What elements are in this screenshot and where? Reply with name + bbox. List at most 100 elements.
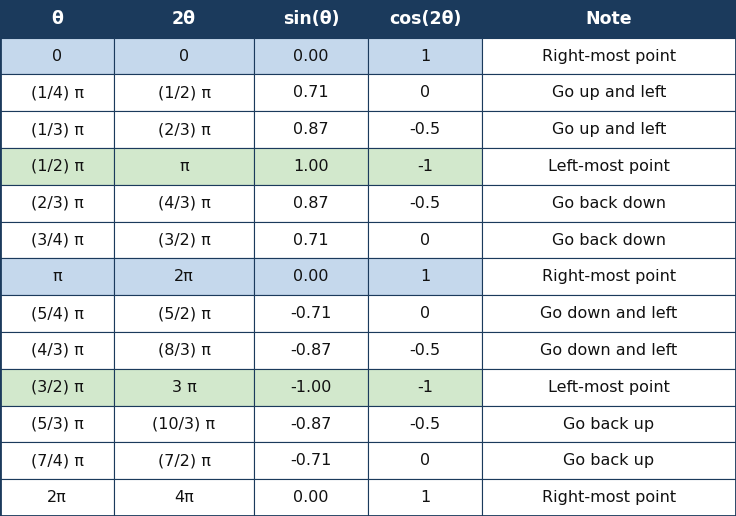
Bar — [368, 0, 482, 38]
Text: 0: 0 — [420, 233, 430, 248]
Bar — [254, 222, 368, 259]
Bar — [0, 0, 114, 38]
Bar — [368, 406, 482, 442]
Text: -0.71: -0.71 — [290, 454, 332, 469]
Bar — [368, 148, 482, 185]
Text: 2π: 2π — [47, 490, 67, 505]
Text: 0.71: 0.71 — [293, 85, 329, 100]
Bar — [254, 74, 368, 111]
Text: (5/3) π: (5/3) π — [31, 416, 83, 431]
Text: π: π — [179, 159, 189, 174]
Bar — [482, 222, 736, 259]
Text: 4π: 4π — [174, 490, 194, 505]
Bar — [482, 148, 736, 185]
Bar — [368, 38, 482, 74]
Text: -0.5: -0.5 — [409, 196, 441, 211]
Bar — [482, 369, 736, 406]
Bar — [114, 74, 254, 111]
Bar — [254, 332, 368, 369]
Text: 3 π: 3 π — [171, 380, 197, 395]
Text: 0.00: 0.00 — [293, 49, 329, 63]
Text: Go down and left: Go down and left — [540, 306, 678, 321]
Text: Go back down: Go back down — [552, 196, 666, 211]
Bar — [114, 295, 254, 332]
Text: (7/4) π: (7/4) π — [31, 454, 83, 469]
Text: Go up and left: Go up and left — [552, 122, 666, 137]
Text: Right-most point: Right-most point — [542, 269, 676, 284]
Bar — [114, 111, 254, 148]
Text: (7/2) π: (7/2) π — [158, 454, 210, 469]
Bar — [482, 0, 736, 38]
Text: (5/4) π: (5/4) π — [31, 306, 83, 321]
Bar — [368, 185, 482, 222]
Bar — [368, 222, 482, 259]
Text: 0: 0 — [179, 49, 189, 63]
Text: Note: Note — [586, 10, 632, 28]
Bar — [368, 259, 482, 295]
Bar — [0, 442, 114, 479]
Text: 0.71: 0.71 — [293, 233, 329, 248]
Text: (1/2) π: (1/2) π — [30, 159, 84, 174]
Text: -0.87: -0.87 — [290, 416, 332, 431]
Bar — [254, 38, 368, 74]
Bar — [254, 111, 368, 148]
Text: Left-most point: Left-most point — [548, 380, 670, 395]
Text: Go down and left: Go down and left — [540, 343, 678, 358]
Bar — [368, 479, 482, 516]
Text: 0: 0 — [420, 306, 430, 321]
Text: θ: θ — [51, 10, 63, 28]
Bar — [254, 442, 368, 479]
Bar — [254, 259, 368, 295]
Bar — [0, 332, 114, 369]
Bar — [482, 406, 736, 442]
Bar — [114, 38, 254, 74]
Text: Go back down: Go back down — [552, 233, 666, 248]
Bar — [0, 406, 114, 442]
Bar — [114, 479, 254, 516]
Bar — [0, 74, 114, 111]
Bar — [368, 111, 482, 148]
Bar — [368, 74, 482, 111]
Bar — [254, 406, 368, 442]
Bar — [482, 259, 736, 295]
Text: -1.00: -1.00 — [290, 380, 332, 395]
Text: Go up and left: Go up and left — [552, 85, 666, 100]
Text: (3/2) π: (3/2) π — [158, 233, 210, 248]
Bar — [114, 259, 254, 295]
Text: 0: 0 — [420, 454, 430, 469]
Bar — [482, 442, 736, 479]
Text: -0.71: -0.71 — [290, 306, 332, 321]
Bar — [368, 295, 482, 332]
Bar — [254, 0, 368, 38]
Bar — [482, 74, 736, 111]
Text: -0.5: -0.5 — [409, 122, 441, 137]
Text: Right-most point: Right-most point — [542, 490, 676, 505]
Bar — [482, 38, 736, 74]
Bar — [482, 479, 736, 516]
Text: 0.87: 0.87 — [293, 122, 329, 137]
Text: Left-most point: Left-most point — [548, 159, 670, 174]
Bar — [368, 442, 482, 479]
Text: 1: 1 — [420, 269, 430, 284]
Text: (1/2) π: (1/2) π — [158, 85, 210, 100]
Bar — [482, 332, 736, 369]
Text: Go back up: Go back up — [564, 416, 654, 431]
Text: (4/3) π: (4/3) π — [158, 196, 210, 211]
Bar — [0, 479, 114, 516]
Bar — [482, 185, 736, 222]
Text: -1: -1 — [417, 159, 433, 174]
Bar — [254, 148, 368, 185]
Text: 0.00: 0.00 — [293, 490, 329, 505]
Bar — [0, 295, 114, 332]
Text: (2/3) π: (2/3) π — [31, 196, 83, 211]
Text: Go back up: Go back up — [564, 454, 654, 469]
Text: cos(2θ): cos(2θ) — [389, 10, 461, 28]
Text: (1/4) π: (1/4) π — [30, 85, 84, 100]
Text: 0.87: 0.87 — [293, 196, 329, 211]
Text: (3/2) π: (3/2) π — [31, 380, 83, 395]
Bar — [0, 369, 114, 406]
Bar — [114, 406, 254, 442]
Text: π: π — [52, 269, 62, 284]
Bar — [114, 332, 254, 369]
Bar — [254, 369, 368, 406]
